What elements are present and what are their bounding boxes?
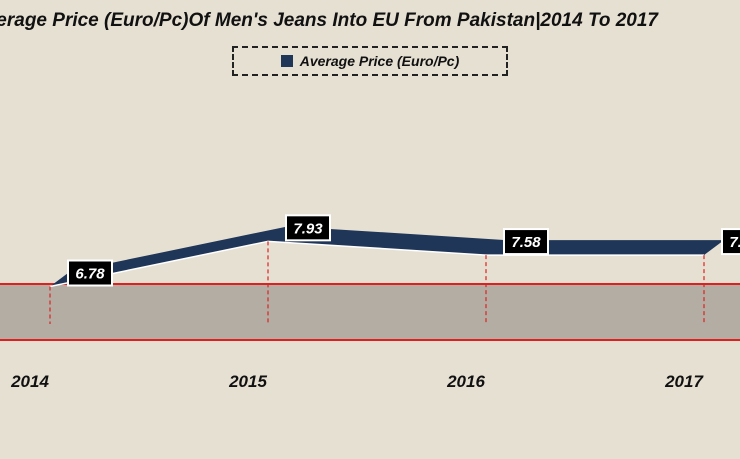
chart-floor [0,283,740,341]
legend-label-average-price: Average Price (Euro/Pc) [299,53,460,69]
x-tick-label-2015: 2015 [228,372,267,391]
chart-legend: Average Price (Euro/Pc) [232,46,508,76]
x-tick-label-2014: 2014 [10,372,49,391]
series-ribbon-average-price [50,226,724,287]
data-label-2016: 7.58 [511,234,541,251]
data-label-2017: 7.58 [729,234,740,251]
data-label-box-2015 [285,214,331,242]
data-label-box-2017 [721,228,740,256]
x-tick-label-2016: 2016 [446,372,485,391]
data-label-2015: 7.93 [293,220,323,237]
legend-swatch-average-price [280,55,293,67]
data-label-box-2016 [503,228,549,256]
series-line-front-edge [49,240,704,288]
chart-title: Average Price (Euro/Pc)Of Men's Jeans In… [0,10,658,31]
data-label-box-2014 [67,259,113,287]
data-label-2014: 6.78 [75,266,105,283]
x-tick-label-2017: 2017 [664,372,704,391]
